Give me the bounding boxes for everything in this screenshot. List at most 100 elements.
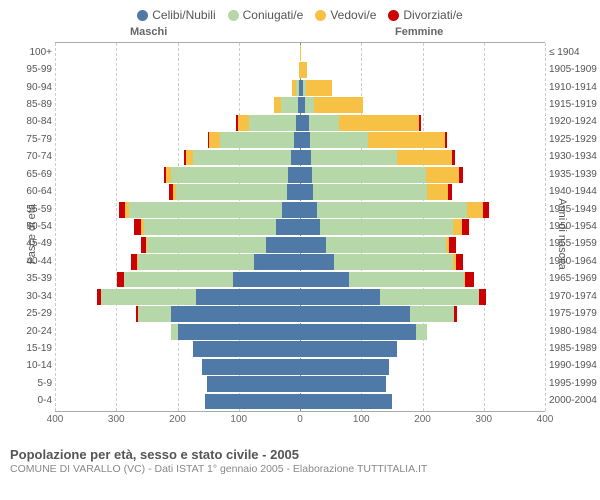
birth-label: 1935-1939 xyxy=(549,169,600,180)
legend-swatch xyxy=(315,10,326,21)
birth-label: 1990-1994 xyxy=(549,360,600,371)
bar-female xyxy=(300,45,301,61)
birth-label: 2000-2004 xyxy=(549,395,600,406)
birth-label: 1950-1954 xyxy=(549,221,600,232)
bar-female xyxy=(300,219,469,235)
bar-segment xyxy=(266,237,300,253)
age-label: 30-34 xyxy=(12,291,52,302)
bar-segment xyxy=(453,219,462,235)
bar-segment xyxy=(238,115,249,131)
birth-label: 1930-1934 xyxy=(549,151,600,162)
bar-segment xyxy=(193,341,300,357)
bar-male xyxy=(131,254,300,270)
bar-segment xyxy=(129,202,282,218)
x-tick-label: 200 xyxy=(414,414,431,425)
legend-label: Celibi/Nubili xyxy=(152,8,215,22)
bar-female xyxy=(300,359,389,375)
birth-label: 1980-1984 xyxy=(549,326,600,337)
bar-female xyxy=(300,80,332,96)
bar-female xyxy=(300,132,447,148)
bar-segment xyxy=(178,324,301,340)
bar-segment xyxy=(416,324,427,340)
bar-segment xyxy=(300,376,386,392)
bar-segment xyxy=(312,167,425,183)
legend-label: Divorziati/e xyxy=(403,8,462,22)
bar-segment xyxy=(427,184,448,200)
bar-male xyxy=(117,272,300,288)
bar-segment xyxy=(479,289,485,305)
bar-segment xyxy=(426,167,460,183)
bar-male xyxy=(274,97,300,113)
x-tick-label: 100 xyxy=(353,414,370,425)
birth-label: 1970-1974 xyxy=(549,291,600,302)
bar-male xyxy=(208,132,300,148)
bar-segment xyxy=(397,150,452,166)
bar-segment xyxy=(300,115,309,131)
bar-male xyxy=(292,80,300,96)
bar-segment xyxy=(300,202,317,218)
bar-female xyxy=(300,289,486,305)
gridline xyxy=(55,43,56,411)
bar-female xyxy=(300,306,457,322)
legend-label: Coniugati/e xyxy=(243,8,304,22)
age-label: 10-14 xyxy=(12,360,52,371)
bar-segment xyxy=(465,272,474,288)
bar-female xyxy=(300,115,421,131)
bar-segment xyxy=(209,132,220,148)
legend-item: Celibi/Nubili xyxy=(137,8,215,22)
bar-segment xyxy=(134,219,141,235)
legend: Celibi/Nubili Coniugati/e Vedovi/e Divorzia… xyxy=(0,0,600,26)
bar-segment xyxy=(309,115,340,131)
bar-segment xyxy=(101,289,196,305)
bar-segment xyxy=(176,184,286,200)
bar-segment xyxy=(300,272,349,288)
age-label: 60-64 xyxy=(12,186,52,197)
age-label: 15-19 xyxy=(12,343,52,354)
bar-segment xyxy=(300,394,392,410)
age-label: 85-89 xyxy=(12,99,52,110)
bar-female xyxy=(300,254,463,270)
bar-segment xyxy=(282,202,300,218)
x-tick-label: 300 xyxy=(108,414,125,425)
bar-segment xyxy=(467,202,482,218)
male-header: Maschi xyxy=(130,26,167,38)
bar-male xyxy=(207,376,300,392)
bar-segment xyxy=(300,289,380,305)
bar-male xyxy=(171,324,300,340)
legend-item: Vedovi/e xyxy=(315,8,376,22)
age-label: 100+ xyxy=(12,47,52,58)
bar-segment xyxy=(314,97,363,113)
legend-item: Divorziati/e xyxy=(388,8,462,22)
bar-male xyxy=(236,115,300,131)
birth-label: 1945-1949 xyxy=(549,204,600,215)
bar-segment xyxy=(300,62,307,78)
bar-segment xyxy=(138,306,172,322)
birth-label: ≤ 1904 xyxy=(549,47,600,58)
chart-footer: Popolazione per età, sesso e stato civil… xyxy=(0,441,600,475)
bar-segment xyxy=(300,219,320,235)
birth-label: 1920-1924 xyxy=(549,116,600,127)
bar-segment xyxy=(205,394,300,410)
bar-segment xyxy=(452,150,455,166)
birth-label: 1965-1969 xyxy=(549,273,600,284)
bar-segment xyxy=(410,306,454,322)
legend-swatch xyxy=(228,10,239,21)
x-tick-label: 0 xyxy=(297,414,303,425)
bar-segment xyxy=(138,254,254,270)
birth-label: 1925-1929 xyxy=(549,134,600,145)
bar-segment xyxy=(313,184,426,200)
gridline xyxy=(116,43,117,411)
age-label: 0-4 xyxy=(12,395,52,406)
bar-segment xyxy=(300,341,397,357)
bar-female xyxy=(300,376,386,392)
gridline xyxy=(545,43,546,411)
age-label: 50-54 xyxy=(12,221,52,232)
age-label: 75-79 xyxy=(12,134,52,145)
bar-female xyxy=(300,150,455,166)
bar-segment xyxy=(233,272,300,288)
age-label: 70-74 xyxy=(12,151,52,162)
legend-swatch xyxy=(137,10,148,21)
bar-segment xyxy=(300,306,410,322)
bar-segment xyxy=(368,132,445,148)
x-tick-label: 300 xyxy=(475,414,492,425)
